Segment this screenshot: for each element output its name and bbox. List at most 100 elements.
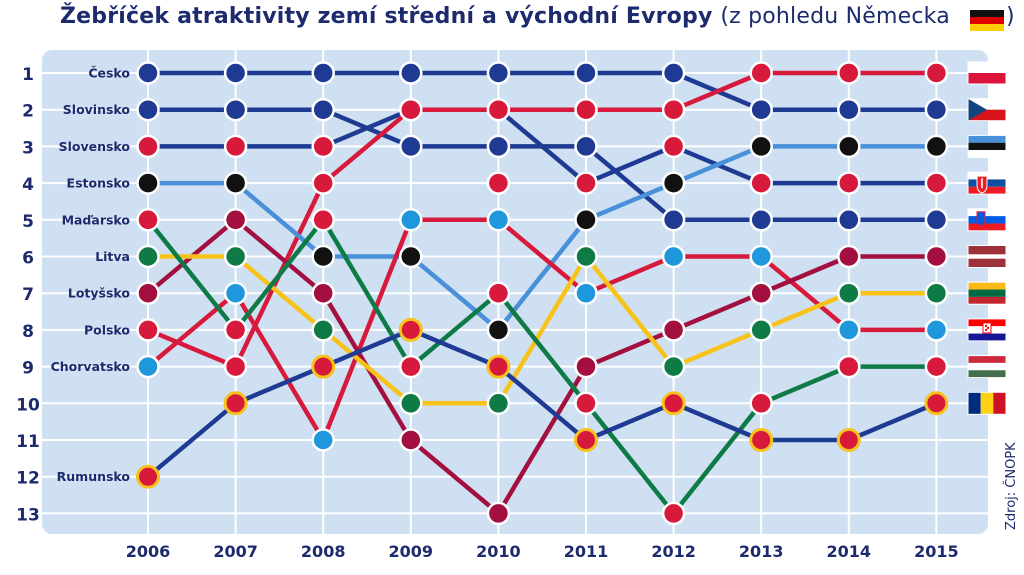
data-point (574, 391, 598, 416)
data-point (837, 61, 861, 85)
data-point (136, 97, 160, 122)
data-point (837, 281, 861, 305)
data-point (574, 134, 598, 159)
data-point (661, 134, 686, 159)
data-point (136, 208, 160, 232)
data-point (574, 354, 598, 379)
series-lines (145, 70, 939, 516)
data-point (837, 171, 861, 195)
data-point (311, 354, 336, 379)
slovenia-flag-icon (967, 208, 1007, 232)
data-point (486, 281, 511, 305)
country-label: Estonsko (67, 176, 131, 191)
lithuania-flag-icon (967, 281, 1007, 305)
data-point (837, 208, 861, 232)
data-point (136, 134, 160, 159)
data-point (836, 428, 861, 452)
y-tick-label: 4 (22, 175, 34, 195)
data-point (924, 391, 949, 416)
x-tick-label: 2010 (476, 542, 521, 561)
x-tick-label: 2015 (914, 542, 959, 561)
data-point (486, 354, 511, 379)
data-point (399, 244, 423, 269)
data-point (311, 318, 335, 342)
data-point (574, 171, 598, 195)
country-label: Chorvatsko (51, 359, 131, 374)
series-line (145, 217, 939, 516)
romania-flag-icon (967, 391, 1007, 415)
x-tick-label: 2012 (651, 542, 696, 561)
data-point (311, 208, 335, 232)
y-tick-label: 13 (16, 505, 40, 525)
data-point (136, 318, 160, 342)
data-point (661, 318, 686, 342)
data-point (399, 391, 423, 416)
poland-flag-icon (967, 61, 1007, 85)
data-point (311, 281, 335, 305)
data-point (924, 318, 949, 342)
data-point (749, 97, 773, 122)
data-point (223, 281, 248, 305)
y-tick-label: 11 (16, 432, 40, 452)
data-point (924, 134, 949, 159)
series-line (145, 217, 939, 516)
data-point (837, 354, 861, 379)
data-point (924, 61, 949, 85)
data-point (661, 171, 686, 195)
data-point (749, 281, 773, 305)
x-tick-label: 2014 (827, 542, 872, 561)
latvia-flag-icon (967, 245, 1007, 268)
series-line (145, 327, 939, 479)
y-tick-label: 6 (22, 249, 34, 269)
data-point (223, 134, 248, 159)
y-tick-label: 8 (22, 322, 34, 342)
data-point (661, 97, 686, 122)
data-point (486, 318, 511, 342)
data-point (661, 244, 686, 269)
data-point (223, 318, 248, 342)
data-point (924, 97, 949, 122)
data-point (486, 134, 511, 159)
data-point (661, 208, 686, 232)
data-point (398, 317, 423, 342)
data-point (399, 97, 423, 122)
x-tick-label: 2013 (739, 542, 784, 561)
data-markers (136, 61, 949, 526)
data-point (486, 97, 511, 122)
data-point (749, 428, 774, 452)
data-point (749, 61, 773, 85)
data-point (837, 244, 861, 269)
data-point (574, 281, 598, 305)
series-line (145, 70, 939, 112)
data-point (574, 428, 598, 452)
data-point (749, 391, 773, 416)
data-point (136, 244, 160, 269)
x-tick-label: 2009 (389, 542, 434, 561)
hungary-flag-icon (967, 355, 1007, 379)
data-point (924, 281, 949, 305)
country-label: Litva (95, 249, 130, 264)
data-point (223, 208, 248, 232)
data-point (486, 208, 511, 232)
series-line (145, 217, 939, 443)
data-point (661, 354, 686, 379)
x-tick-label: 2006 (126, 542, 171, 561)
germany-flag-icon (970, 10, 1004, 31)
data-point (223, 354, 248, 379)
data-point (399, 428, 423, 452)
croatia-flag-icon (967, 318, 1007, 342)
data-point (399, 354, 423, 379)
data-point (486, 501, 511, 526)
data-point (136, 171, 160, 195)
data-point (136, 281, 160, 305)
data-point (574, 244, 598, 269)
data-point (749, 134, 773, 159)
y-tick-label: 1 (22, 65, 34, 85)
data-point (486, 171, 511, 195)
data-point (749, 244, 773, 269)
data-point (223, 171, 248, 195)
data-point (574, 97, 598, 122)
data-point (486, 61, 511, 85)
